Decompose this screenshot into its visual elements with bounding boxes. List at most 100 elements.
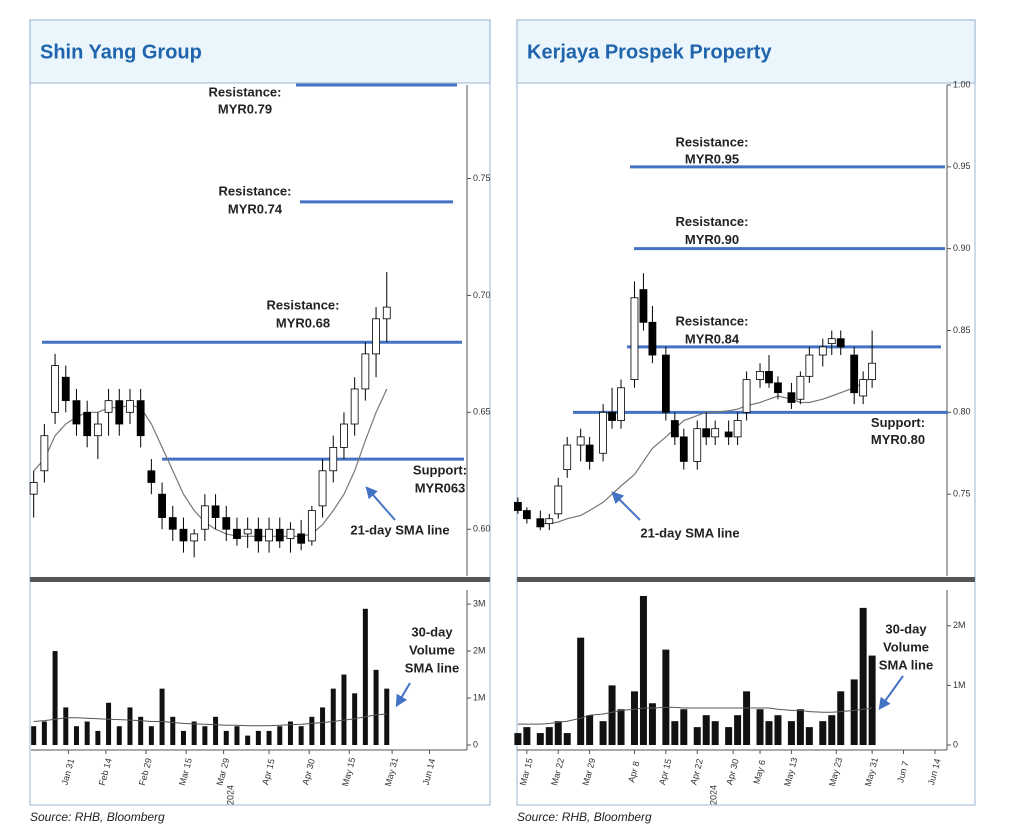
volume-tick-label: 1M <box>953 680 966 690</box>
volume-bar <box>159 688 165 745</box>
volume-bar <box>245 735 251 745</box>
volume-bar <box>138 716 144 745</box>
level-label: MYR0.80 <box>871 432 925 447</box>
volume-bar <box>693 727 701 745</box>
volume-bar <box>545 727 553 745</box>
candle-body <box>827 338 836 344</box>
level-kind: Resistance: <box>676 313 749 328</box>
candle-body <box>115 400 124 425</box>
volume-bar <box>362 608 368 745</box>
volume-bar <box>662 649 670 745</box>
y-tick-label: 0.95 <box>953 161 971 171</box>
volume-bar <box>765 721 773 745</box>
volume-bar <box>127 707 133 745</box>
candle-body <box>104 400 113 413</box>
candle-body <box>307 510 316 542</box>
candle-body <box>576 436 585 446</box>
candle-body <box>818 346 827 356</box>
candle-body <box>126 400 134 413</box>
volume-bar <box>106 702 112 745</box>
volume-note: 30-day <box>411 624 453 639</box>
y-tick-label: 0.75 <box>953 489 971 499</box>
volume-bar <box>330 688 336 745</box>
volume-tick-label: 1M <box>473 692 486 702</box>
volume-bar <box>170 716 176 745</box>
candle-body <box>545 518 554 525</box>
level-kind: Support: <box>413 463 467 478</box>
level-kind: Support: <box>871 415 925 430</box>
volume-note: Volume <box>409 642 455 657</box>
candle-body <box>329 447 338 472</box>
volume-bar <box>41 721 47 745</box>
volume-bar <box>234 726 240 745</box>
volume-bar <box>31 726 37 745</box>
volume-bar <box>309 716 315 745</box>
source-note: Source: RHB, Bloomberg <box>517 810 652 824</box>
candle-body <box>805 354 814 377</box>
candle-body <box>51 365 59 413</box>
candle-body <box>168 517 177 530</box>
candle-body <box>648 321 657 356</box>
candle-body <box>733 420 742 438</box>
volume-bar <box>384 688 390 745</box>
candle-body <box>765 371 773 384</box>
candle-body <box>711 428 720 438</box>
level-kind: Resistance: <box>209 84 282 99</box>
candle-body <box>868 362 877 381</box>
chart-title: Kerjaya Prospek Property <box>527 41 772 63</box>
volume-bar <box>554 721 562 745</box>
candle-body <box>554 485 563 515</box>
volume-arrow <box>395 682 411 708</box>
volume-sma-line <box>517 706 873 725</box>
y-tick-label: 0.65 <box>473 407 491 417</box>
volume-bar <box>630 691 638 745</box>
volume-bar <box>774 715 782 745</box>
candle-body <box>254 528 263 542</box>
volume-bar <box>725 727 733 745</box>
candle-body <box>836 338 845 348</box>
volume-bar <box>743 691 751 745</box>
volume-bar <box>223 730 229 745</box>
level-kind: Resistance: <box>267 298 340 313</box>
volume-tick-label: 2M <box>953 620 966 630</box>
sma-line <box>33 388 388 537</box>
y-tick-label: 0.80 <box>953 407 971 417</box>
volume-bar <box>255 730 261 745</box>
volume-arrow <box>878 675 904 710</box>
candle-body <box>536 518 545 528</box>
title-bar <box>29 19 491 84</box>
volume-tick-label: 3M <box>473 598 486 608</box>
candle-body <box>361 353 370 390</box>
title-bar <box>516 19 976 84</box>
volume-bar <box>617 709 625 745</box>
volume-bar <box>639 595 647 745</box>
level-kind: Resistance: <box>219 183 292 198</box>
chart-title: Shin Yang Group <box>40 41 202 63</box>
volume-bar <box>671 721 679 745</box>
level-label: MYR0.74 <box>228 201 283 216</box>
volume-bar <box>73 726 79 745</box>
candle-body <box>859 379 868 397</box>
pane-separator <box>30 577 490 582</box>
sma-arrow <box>365 486 396 521</box>
volume-bar <box>756 709 764 745</box>
candle-body <box>796 375 805 400</box>
source-note: Source: RHB, Bloomberg <box>30 810 165 824</box>
candle-body <box>585 444 594 462</box>
volume-bar <box>805 727 813 745</box>
volume-tick-label: 0 <box>473 739 478 749</box>
volume-note: 30-day <box>885 621 927 636</box>
candle-body <box>670 420 679 438</box>
candle-body <box>679 436 688 462</box>
volume-bar <box>796 709 804 745</box>
volume-tick-label: 0 <box>953 739 958 749</box>
candle-body <box>608 411 616 421</box>
level-label: MYR063 <box>415 481 466 496</box>
year-label: 2024 <box>225 785 235 805</box>
volume-note: Volume <box>883 639 929 654</box>
y-tick-label: 1.00 <box>953 79 971 89</box>
candle-body <box>179 528 188 542</box>
candle-body <box>382 306 391 320</box>
